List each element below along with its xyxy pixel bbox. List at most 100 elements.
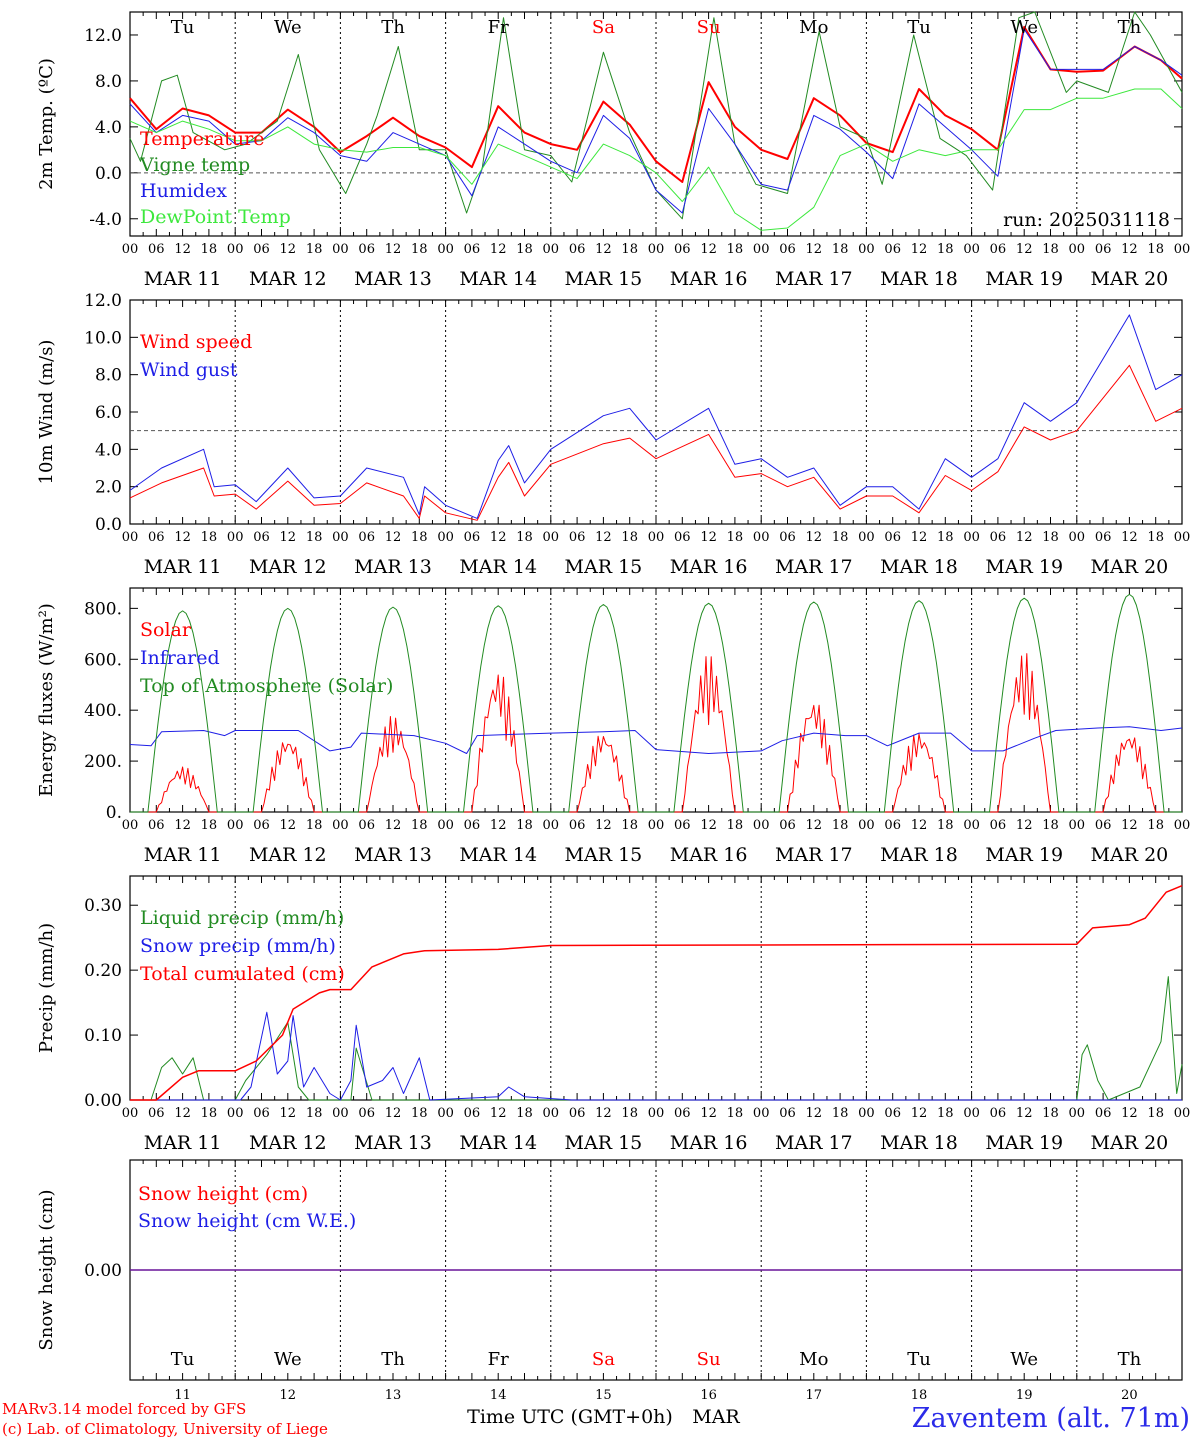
- hour-tick-label: 06: [990, 530, 1007, 545]
- date-label: MAR 11: [144, 556, 222, 578]
- hour-tick-label: 12: [911, 530, 928, 545]
- day-abbrev-bottom: Tu: [907, 1349, 931, 1370]
- hour-tick-label: 06: [148, 1106, 165, 1121]
- hour-tick-label: 18: [832, 242, 849, 257]
- series-line-temperature: [129, 25, 1183, 183]
- hour-tick-label: 18: [306, 530, 323, 545]
- date-label: MAR 19: [985, 844, 1063, 866]
- day-abbrev-bottom: Mo: [799, 1349, 828, 1370]
- series-line-dewpoint-temp: [129, 88, 1183, 231]
- date-label: MAR 11: [144, 268, 222, 290]
- hour-tick-label: 18: [411, 1106, 428, 1121]
- hour-tick-label: 12: [280, 818, 297, 833]
- legend-entry: Temperature: [140, 128, 264, 150]
- legend-entry: Liquid precip (mm/h): [140, 907, 344, 929]
- day-abbrev: Su: [697, 17, 721, 38]
- y-tick-label: 0.: [106, 803, 122, 823]
- date-label: MAR 15: [565, 1132, 643, 1154]
- hour-tick-label: 06: [464, 1106, 481, 1121]
- hour-tick-label: 12: [595, 1106, 612, 1121]
- day-abbrev: Fr: [488, 17, 509, 38]
- y-tick-label: 8.0: [95, 366, 122, 386]
- hour-tick-label: 12: [700, 242, 717, 257]
- y-tick-label: 800.: [84, 599, 122, 619]
- legend-entry: Snow height (cm): [138, 1183, 308, 1205]
- hour-tick-label: 12: [174, 530, 191, 545]
- hour-tick-label: 00: [753, 1106, 770, 1121]
- hour-tick-label: 12: [385, 1106, 402, 1121]
- y-axis-title: Snow height (cm): [36, 1189, 57, 1350]
- hour-tick-label: 12: [911, 818, 928, 833]
- month-label: MAR: [692, 1406, 740, 1428]
- hour-tick-label: 12: [1016, 530, 1033, 545]
- hour-tick-label: 00: [648, 242, 665, 257]
- hour-tick-label: 12: [1121, 242, 1138, 257]
- y-tick-label: 12.0: [84, 26, 122, 46]
- hour-tick-label: 06: [990, 818, 1007, 833]
- hour-tick-label: 00: [227, 530, 244, 545]
- bottom-day-number: 17: [806, 1388, 823, 1403]
- day-abbrev: Tu: [171, 17, 195, 38]
- hour-tick-label: 18: [516, 818, 533, 833]
- series-line-wind-speed: [129, 364, 1183, 521]
- hour-tick-label: 00: [1174, 530, 1191, 545]
- date-label: MAR 20: [1091, 844, 1169, 866]
- date-label: MAR 18: [880, 844, 958, 866]
- hour-tick-label: 00: [543, 1106, 560, 1121]
- day-abbrev-bottom: Th: [1118, 1349, 1142, 1370]
- hour-tick-label: 12: [911, 242, 928, 257]
- day-abbrev-bottom: Sa: [592, 1349, 615, 1370]
- hour-tick-label: 12: [700, 1106, 717, 1121]
- hour-tick-label: 18: [1042, 1106, 1059, 1121]
- hour-tick-label: 00: [963, 818, 980, 833]
- hour-tick-label: 00: [858, 1106, 875, 1121]
- y-tick-label: 12.0: [84, 291, 122, 311]
- hour-tick-label: 18: [727, 242, 744, 257]
- hour-tick-label: 18: [411, 530, 428, 545]
- hour-tick-label: 06: [569, 818, 586, 833]
- legend-entry: Snow height (cm W.E.): [138, 1210, 356, 1232]
- day-abbrev-bottom: We: [1010, 1349, 1038, 1370]
- day-abbrev: Tu: [907, 17, 931, 38]
- y-tick-label: -4.0: [89, 210, 122, 230]
- date-label: MAR 12: [249, 556, 327, 578]
- legend-entry: DewPoint Temp: [140, 206, 291, 228]
- day-abbrev-bottom: Tu: [171, 1349, 195, 1370]
- hour-tick-label: 00: [543, 818, 560, 833]
- hour-tick-label: 06: [884, 818, 901, 833]
- panel-4: 0.00 0.10 0.20 0.30 Liquid precip (mm/h) Snow…: [36, 875, 1190, 1154]
- hour-tick-label: 18: [621, 818, 638, 833]
- hour-tick-label: 06: [779, 1106, 796, 1121]
- run-label: run: 2025031118: [1003, 209, 1170, 231]
- hour-tick-label: 18: [1042, 242, 1059, 257]
- hour-tick-label: 06: [464, 242, 481, 257]
- date-label: MAR 20: [1091, 1132, 1169, 1154]
- date-label: MAR 12: [249, 844, 327, 866]
- y-axis-title: 2m Temp. (ºC): [36, 58, 57, 190]
- hour-tick-label: 06: [779, 530, 796, 545]
- panel-2: 0.0 2.0 4.0 6.0 8.0 10.0 12.0 Wind speed Wind gu…: [36, 291, 1190, 578]
- hour-tick-label: 06: [674, 818, 691, 833]
- hour-tick-label: 06: [358, 818, 375, 833]
- hour-tick-label: 18: [621, 1106, 638, 1121]
- legend-entry: Snow precip (mm/h): [140, 935, 336, 957]
- legend-entry: Wind speed: [140, 331, 252, 353]
- series-line-liquid-precip-mm-h-: [130, 976, 1183, 1101]
- hour-tick-label: 00: [858, 242, 875, 257]
- panel-5: 0.00 Snow height (cm) Snow height (cm W.E.…: [36, 1159, 1183, 1381]
- y-tick-label: 2.0: [95, 478, 122, 498]
- hour-tick-label: 12: [595, 530, 612, 545]
- hour-tick-label: 06: [1095, 1106, 1112, 1121]
- hour-tick-label: 00: [543, 242, 560, 257]
- date-label: MAR 14: [459, 844, 537, 866]
- hour-tick-label: 06: [464, 530, 481, 545]
- hour-tick-label: 12: [806, 530, 823, 545]
- hour-tick-label: 12: [911, 1106, 928, 1121]
- series-line-snow-precip-mm-h-: [130, 1011, 1182, 1101]
- hour-tick-label: 06: [990, 242, 1007, 257]
- day-abbrev-bottom: Th: [381, 1349, 405, 1370]
- hour-tick-label: 00: [1174, 242, 1191, 257]
- hour-tick-label: 12: [280, 530, 297, 545]
- hour-tick-label: 06: [779, 242, 796, 257]
